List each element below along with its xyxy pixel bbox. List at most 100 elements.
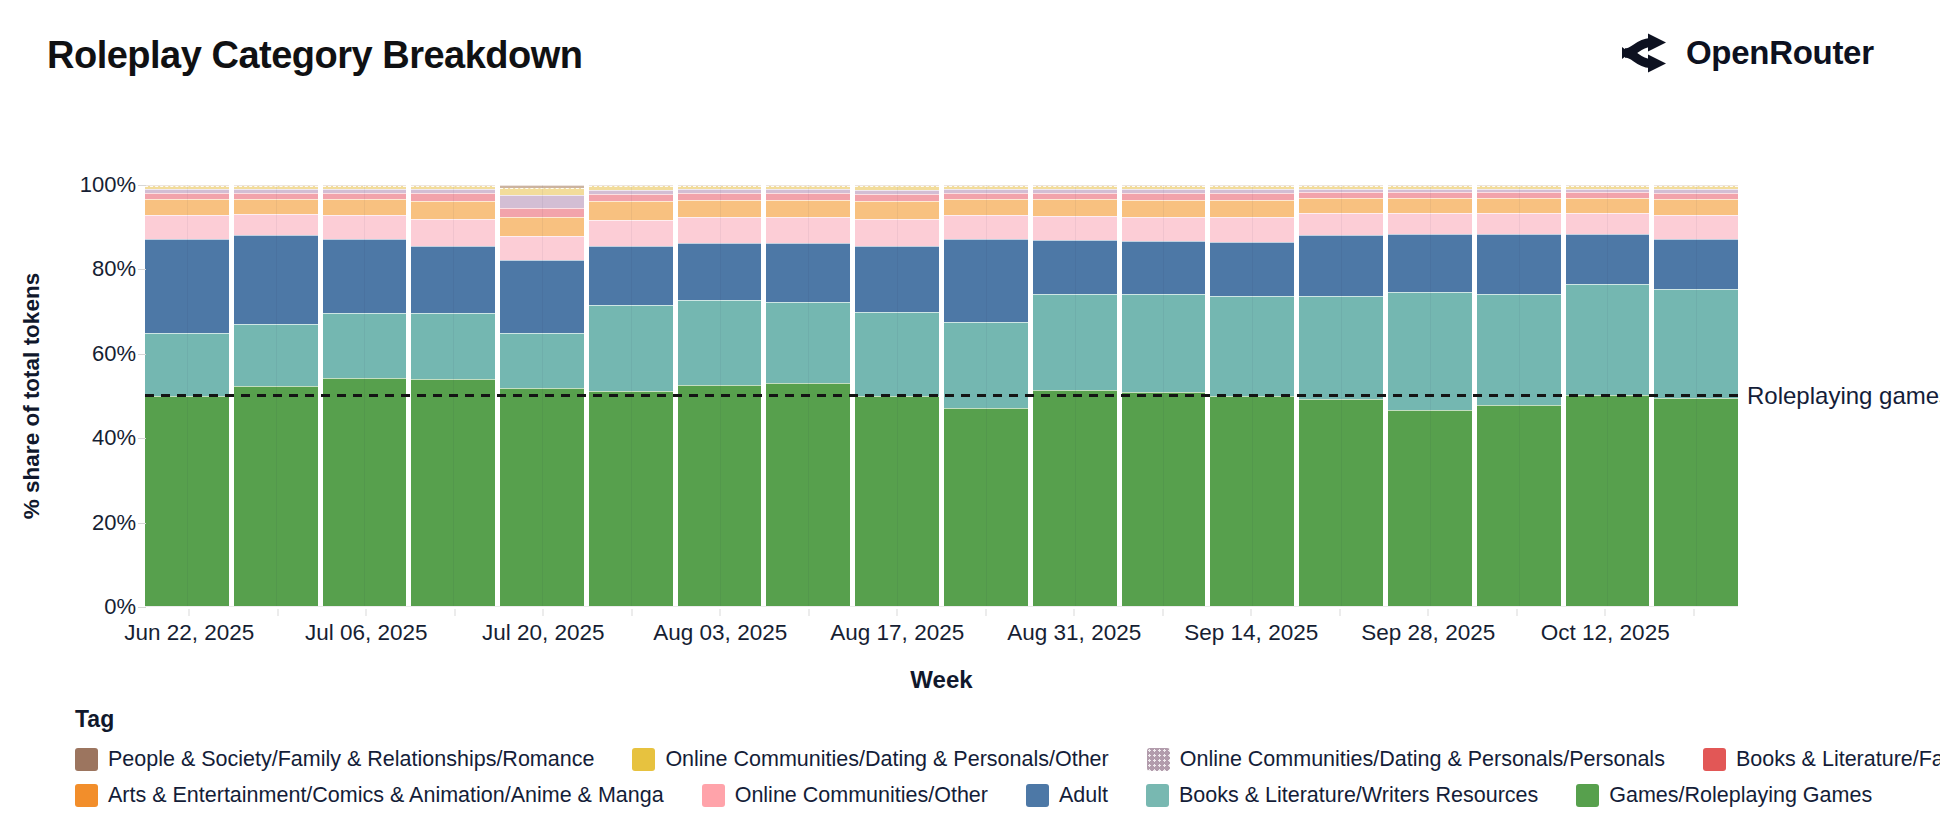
segment-online-communities-other — [855, 219, 939, 246]
legend-swatch-adult — [1026, 784, 1049, 807]
segment-books-literature-fan-fiction — [678, 193, 762, 200]
segment-adult — [766, 243, 850, 302]
x-tick-mark — [1162, 609, 1163, 616]
x-tick-mark — [985, 609, 986, 616]
segment-games-roleplaying-games — [766, 383, 850, 606]
segment-adult — [323, 239, 407, 313]
legend-label-anime-manga: Arts & Entertainment/Comics & Animation/… — [108, 783, 664, 808]
segment-online-communities-other — [1122, 217, 1206, 242]
segment-games-roleplaying-games — [411, 379, 495, 606]
segment-anime-manga — [766, 200, 850, 217]
legend-label-family-relationships-romance: People & Society/Family & Relationships/… — [108, 747, 594, 772]
segment-books-literature-writers-resources — [1122, 294, 1206, 392]
legend-item-books-literature-fan-fiction: Books & Literature/Fan Fiction — [1703, 747, 1940, 772]
segment-online-communities-other — [766, 217, 850, 243]
x-tick-mark — [720, 609, 721, 616]
segment-anime-manga — [678, 200, 762, 217]
segment-books-literature-writers-resources — [323, 313, 407, 378]
segment-games-roleplaying-games — [145, 396, 229, 607]
x-tick-mark — [277, 609, 278, 616]
x-tick-mark — [808, 609, 809, 616]
legend-item-online-communities-other: Online Communities/Other — [702, 783, 988, 808]
segment-adult — [1122, 241, 1206, 294]
segment-books-literature-writers-resources — [678, 300, 762, 385]
segment-books-literature-fan-fiction — [411, 193, 495, 200]
x-tick-label: Sep 28, 2025 — [1361, 620, 1495, 646]
y-tick-20: 20% — [92, 510, 136, 536]
segment-adult — [855, 246, 939, 312]
segment-online-communities-other — [1477, 213, 1561, 234]
segment-online-communities-other — [589, 220, 673, 247]
y-tick-100: 100% — [80, 172, 136, 198]
segment-anime-manga — [1033, 199, 1117, 215]
segment-books-literature-fan-fiction — [1122, 193, 1206, 200]
legend-item-games-roleplaying-games: Games/Roleplaying Games — [1576, 783, 1872, 808]
segment-online-communities-other — [411, 219, 495, 246]
x-tick-label: Oct 12, 2025 — [1541, 620, 1670, 646]
x-tick-label: Jul 20, 2025 — [482, 620, 605, 646]
segment-games-roleplaying-games — [589, 391, 673, 606]
segment-adult — [411, 246, 495, 313]
segment-anime-manga — [1654, 199, 1738, 215]
segment-books-literature-fan-fiction — [500, 208, 584, 217]
segment-online-communities-other — [944, 215, 1028, 239]
legend-swatch-books-literature-writers-resources — [1146, 784, 1169, 807]
x-tick-mark — [189, 609, 190, 616]
segment-adult — [500, 260, 584, 333]
legend-swatch-online-communities-other — [702, 784, 725, 807]
segment-games-roleplaying-games — [1122, 392, 1206, 606]
segment-anime-manga — [944, 199, 1028, 215]
segment-games-roleplaying-games — [1033, 390, 1117, 606]
legend-swatch-family-relationships-romance — [75, 748, 98, 771]
openrouter-fork-icon — [1622, 30, 1672, 76]
x-tick-mark — [1251, 609, 1252, 616]
segment-books-literature-writers-resources — [855, 312, 939, 396]
segment-adult — [678, 243, 762, 300]
x-axis-tick-labels: Jun 22, 2025Jul 06, 2025Jul 20, 2025Aug … — [145, 620, 1738, 650]
x-tick-mark — [366, 609, 367, 616]
legend-label-games-roleplaying-games: Games/Roleplaying Games — [1609, 783, 1872, 808]
y-axis-tick-labels: 0%20%40%60%80%100% — [0, 185, 136, 607]
segment-books-literature-fan-fiction — [1210, 193, 1294, 200]
fifty-percent-dashed-line — [145, 394, 1738, 397]
segment-games-roleplaying-games — [323, 378, 407, 606]
y-tick-mark — [138, 354, 146, 355]
y-tick-40: 40% — [92, 425, 136, 451]
legend-item-anime-manga: Arts & Entertainment/Comics & Animation/… — [75, 783, 664, 808]
segment-online-communities-other — [500, 236, 584, 259]
segment-books-literature-writers-resources — [411, 313, 495, 379]
legend-swatch-anime-manga — [75, 784, 98, 807]
legend-swatch-games-roleplaying-games — [1576, 784, 1599, 807]
segment-games-roleplaying-games — [855, 396, 939, 607]
x-tick-mark — [1428, 609, 1429, 616]
segment-games-roleplaying-games — [1654, 398, 1738, 606]
legend-label-online-communities-other: Online Communities/Other — [735, 783, 988, 808]
legend-item-dating-personals-other: Online Communities/Dating & Personals/Ot… — [632, 747, 1108, 772]
segment-books-literature-fan-fiction — [1033, 193, 1117, 200]
segment-anime-manga — [1210, 200, 1294, 217]
segment-anime-manga — [145, 199, 229, 215]
segment-books-literature-writers-resources — [500, 333, 584, 388]
segment-games-roleplaying-games — [1566, 395, 1650, 606]
segment-adult — [1654, 239, 1738, 289]
legend-label-books-literature-fan-fiction: Books & Literature/Fan Fiction — [1736, 747, 1940, 772]
legend-row-1: People & Society/Family & Relationships/… — [75, 747, 1940, 772]
segment-books-literature-writers-resources — [1654, 289, 1738, 398]
y-tick-80: 80% — [92, 256, 136, 282]
segment-games-roleplaying-games — [234, 386, 318, 606]
y-tick-mark — [138, 607, 146, 608]
legend-row-2: Arts & Entertainment/Comics & Animation/… — [75, 783, 1940, 808]
legend-item-dating-personals-personals: Online Communities/Dating & Personals/Pe… — [1147, 747, 1665, 772]
segment-adult — [944, 239, 1028, 322]
x-tick-label: Sep 14, 2025 — [1184, 620, 1318, 646]
y-tick-0: 0% — [104, 594, 136, 620]
segment-online-communities-other — [1566, 213, 1650, 234]
x-tick-mark — [631, 609, 632, 616]
legend-label-books-literature-writers-resources: Books & Literature/Writers Resources — [1179, 783, 1538, 808]
segment-anime-manga — [1477, 198, 1561, 213]
x-tick-mark — [543, 609, 544, 616]
legend-swatch-dating-personals-personals — [1147, 748, 1170, 771]
x-tick-mark — [1693, 609, 1694, 616]
segment-online-communities-other — [1388, 213, 1472, 234]
segment-anime-manga — [323, 199, 407, 215]
